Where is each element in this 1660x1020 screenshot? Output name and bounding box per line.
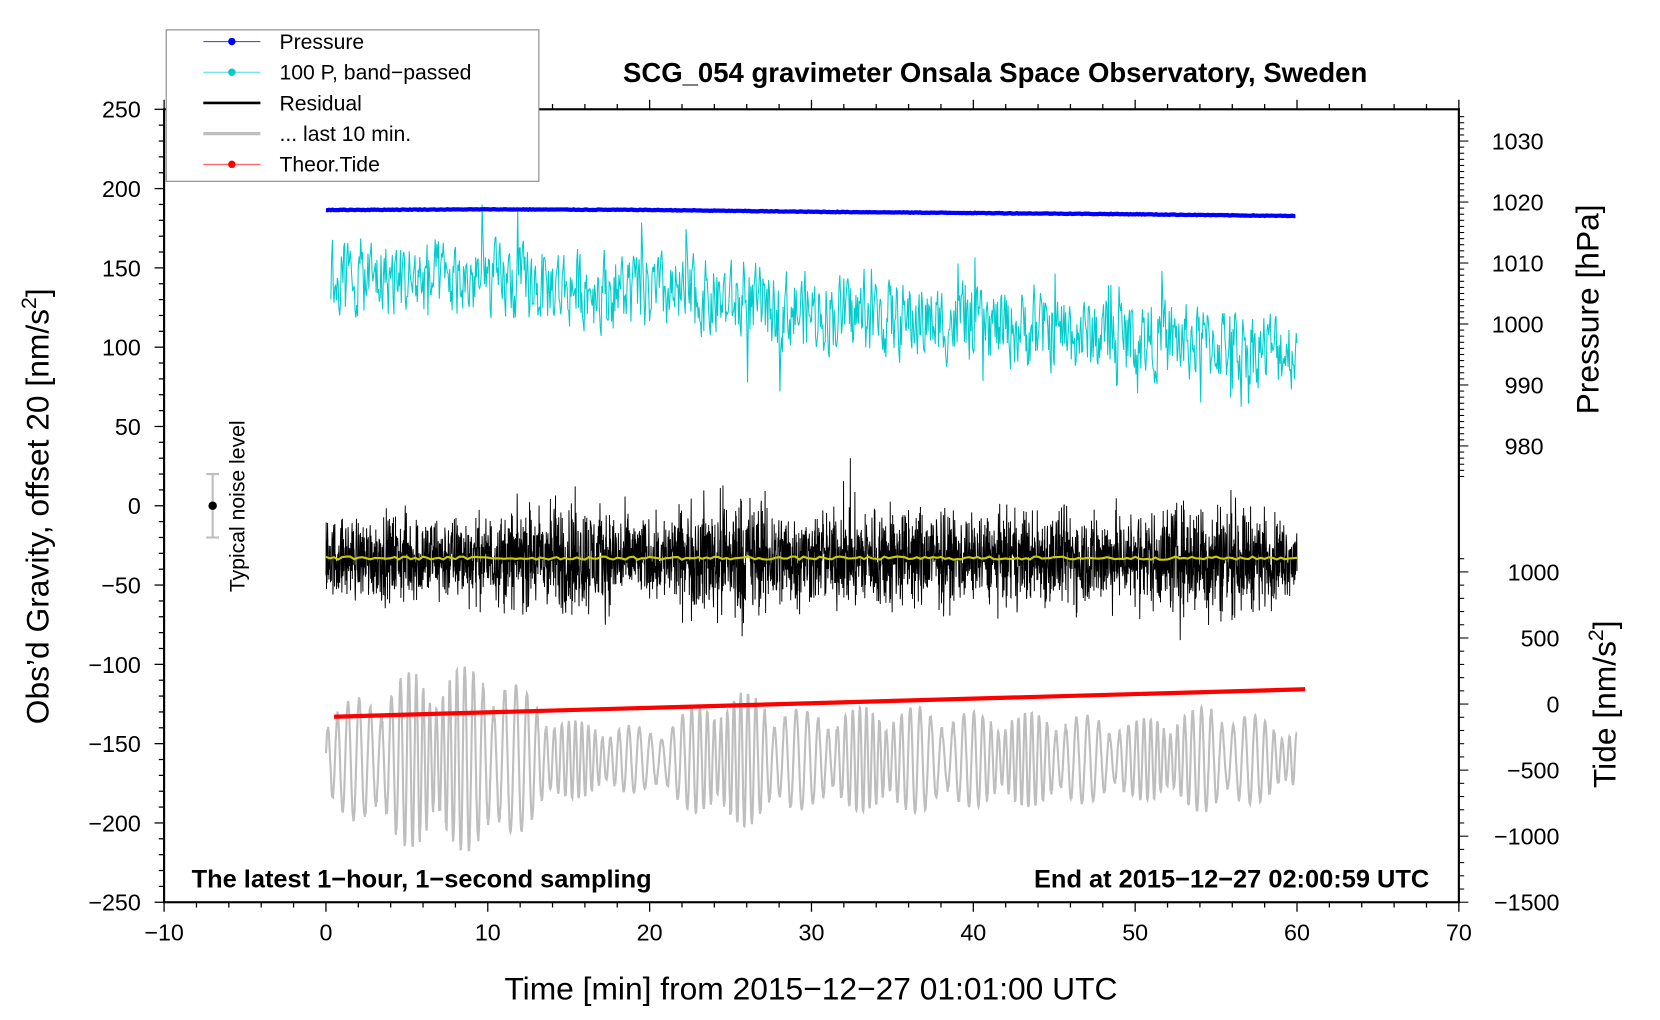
tide-axis-title-end: ] bbox=[1587, 620, 1623, 629]
x-tick-label: 0 bbox=[319, 919, 332, 945]
x-tick-label: −10 bbox=[144, 919, 184, 945]
y-tick-label: 200 bbox=[102, 176, 141, 202]
x-tick-label: 10 bbox=[475, 919, 501, 945]
tide-tick-label: −1000 bbox=[1494, 824, 1559, 850]
y-tick-label: 100 bbox=[102, 335, 141, 361]
legend-entry: Residual bbox=[203, 92, 362, 115]
series-pressure bbox=[325, 206, 1296, 219]
pressure-tick-label: 1030 bbox=[1492, 129, 1544, 155]
pressure-tick-label: 1020 bbox=[1492, 190, 1544, 216]
legend-entry: Pressure bbox=[203, 31, 364, 54]
x-axis-title: Time [min] from 2015−12−27 01:01:00 UTC bbox=[504, 971, 1117, 1007]
y-axis-title: Obs’d Gravity, offset 20 [nm/s2] bbox=[18, 288, 56, 724]
pressure-tick-label: 1010 bbox=[1492, 250, 1544, 276]
legend-label: Residual bbox=[279, 92, 361, 115]
noise-level-label: Typical noise level bbox=[227, 420, 250, 592]
legend: Pressure 100 P, band−passed Residual ... la… bbox=[165, 29, 540, 182]
tide-tick-label: 0 bbox=[1546, 692, 1559, 718]
noise-error-bar bbox=[206, 472, 219, 539]
tide-axis-title-main: Tide [nm/s bbox=[1587, 641, 1623, 788]
y-tick-label: −100 bbox=[88, 652, 140, 678]
legend-label: Theor.Tide bbox=[279, 154, 379, 177]
y-tick-label: 250 bbox=[102, 97, 141, 123]
tide-tick-label: −500 bbox=[1507, 758, 1559, 784]
x-tick-label: 40 bbox=[960, 919, 986, 945]
legend-entry: Theor.Tide bbox=[203, 154, 380, 177]
chart-title: SCG_054 gravimeter Onsala Space Observat… bbox=[623, 57, 1367, 88]
plot-frame bbox=[163, 108, 1460, 904]
x-tick-label: 50 bbox=[1122, 919, 1148, 945]
y-tick-label: −150 bbox=[88, 731, 140, 757]
noise-level-indicator: Typical noise level bbox=[206, 420, 250, 592]
series-residual-smoothed bbox=[325, 555, 1298, 561]
y-axis-title-sup: 2 bbox=[18, 297, 41, 309]
y-tick-label: 0 bbox=[128, 493, 141, 519]
y-tick-label: −200 bbox=[88, 810, 140, 836]
legend-label: Pressure bbox=[279, 31, 364, 54]
legend-box bbox=[165, 29, 540, 182]
pressure-tick-label: 1000 bbox=[1492, 311, 1544, 337]
pressure-axis-title: Pressure [hPa] bbox=[1570, 204, 1606, 414]
legend-entry: 100 P, band−passed bbox=[203, 62, 471, 85]
tide-axis-title-sup: 2 bbox=[1585, 629, 1608, 641]
tide-tick-label: 1000 bbox=[1508, 559, 1560, 585]
y-tick-label: −50 bbox=[101, 573, 141, 599]
x-tick-label: 20 bbox=[637, 919, 663, 945]
y-tick-label: 50 bbox=[115, 414, 141, 440]
pressure-tick-label: 990 bbox=[1505, 372, 1544, 398]
pressure-tick-label: 980 bbox=[1505, 433, 1544, 459]
tide-tick-label: −1500 bbox=[1494, 890, 1559, 916]
x-tick-label: 60 bbox=[1284, 919, 1310, 945]
legend-entry: ... last 10 min. bbox=[203, 123, 411, 146]
tide-axis-title: Tide [nm/s2] bbox=[1585, 620, 1623, 788]
y-tick-label: 150 bbox=[102, 255, 141, 281]
y-axis-title-main: Obs’d Gravity, offset 20 [nm/s bbox=[20, 309, 56, 724]
series-last-10-min bbox=[324, 666, 1298, 852]
legend-marker-0 bbox=[228, 37, 236, 46]
legend-marker-4 bbox=[228, 160, 236, 169]
y-axis-title-end: ] bbox=[20, 288, 56, 297]
legend-label: ... last 10 min. bbox=[279, 123, 411, 146]
annotation-end-time: End at 2015−12−27 02:00:59 UTC bbox=[1034, 865, 1429, 893]
series-theor-tide bbox=[333, 687, 1306, 719]
series-layer bbox=[324, 204, 1306, 852]
legend-label: 100 P, band−passed bbox=[279, 62, 471, 85]
x-tick-label: 30 bbox=[799, 919, 825, 945]
series-residual bbox=[325, 458, 1298, 641]
legend-marker-1 bbox=[228, 68, 236, 76]
tick-labels: −10 0 10 20 30 40 50 60 70250200150100500−50−100… bbox=[88, 97, 1559, 946]
x-tick-label: 70 bbox=[1446, 919, 1472, 945]
annotation-sampling: The latest 1−hour, 1−second sampling bbox=[192, 865, 652, 893]
series-band-passed bbox=[330, 204, 1298, 407]
y-tick-label: −250 bbox=[88, 890, 140, 916]
tide-tick-label: 500 bbox=[1521, 625, 1560, 651]
noise-center-dot bbox=[208, 501, 217, 510]
